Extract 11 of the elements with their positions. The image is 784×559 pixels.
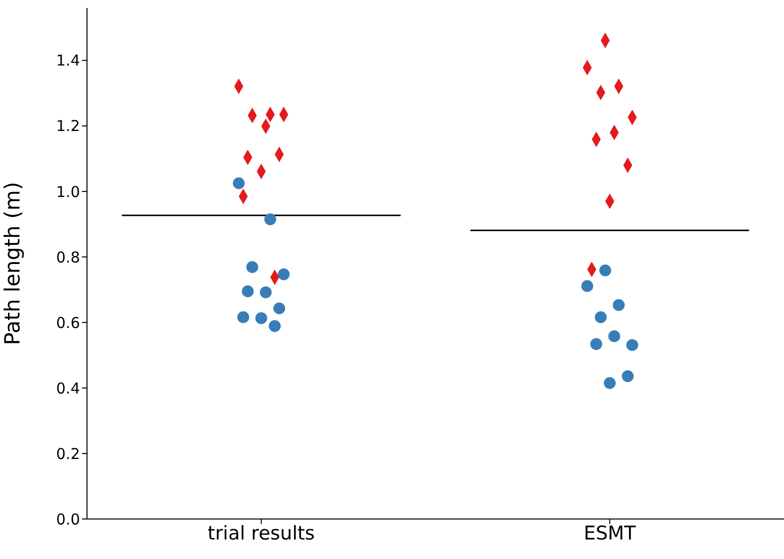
y-tick-label: 0.4 <box>56 379 80 398</box>
y-tick-label: 1.2 <box>56 117 80 136</box>
x-tick-label: trial results <box>208 522 315 544</box>
y-tick-label: 0.6 <box>56 314 80 332</box>
x-tick-label: ESMT <box>584 522 636 544</box>
y-tick-label: 0.2 <box>56 444 80 463</box>
y-tick-label: 0.0 <box>56 510 80 528</box>
y-tick-label: 0.8 <box>56 248 80 266</box>
y-tick-label: 1.0 <box>56 182 80 201</box>
y-axis-title: Path length (m) <box>0 182 24 346</box>
y-tick-label: 1.4 <box>56 52 80 70</box>
